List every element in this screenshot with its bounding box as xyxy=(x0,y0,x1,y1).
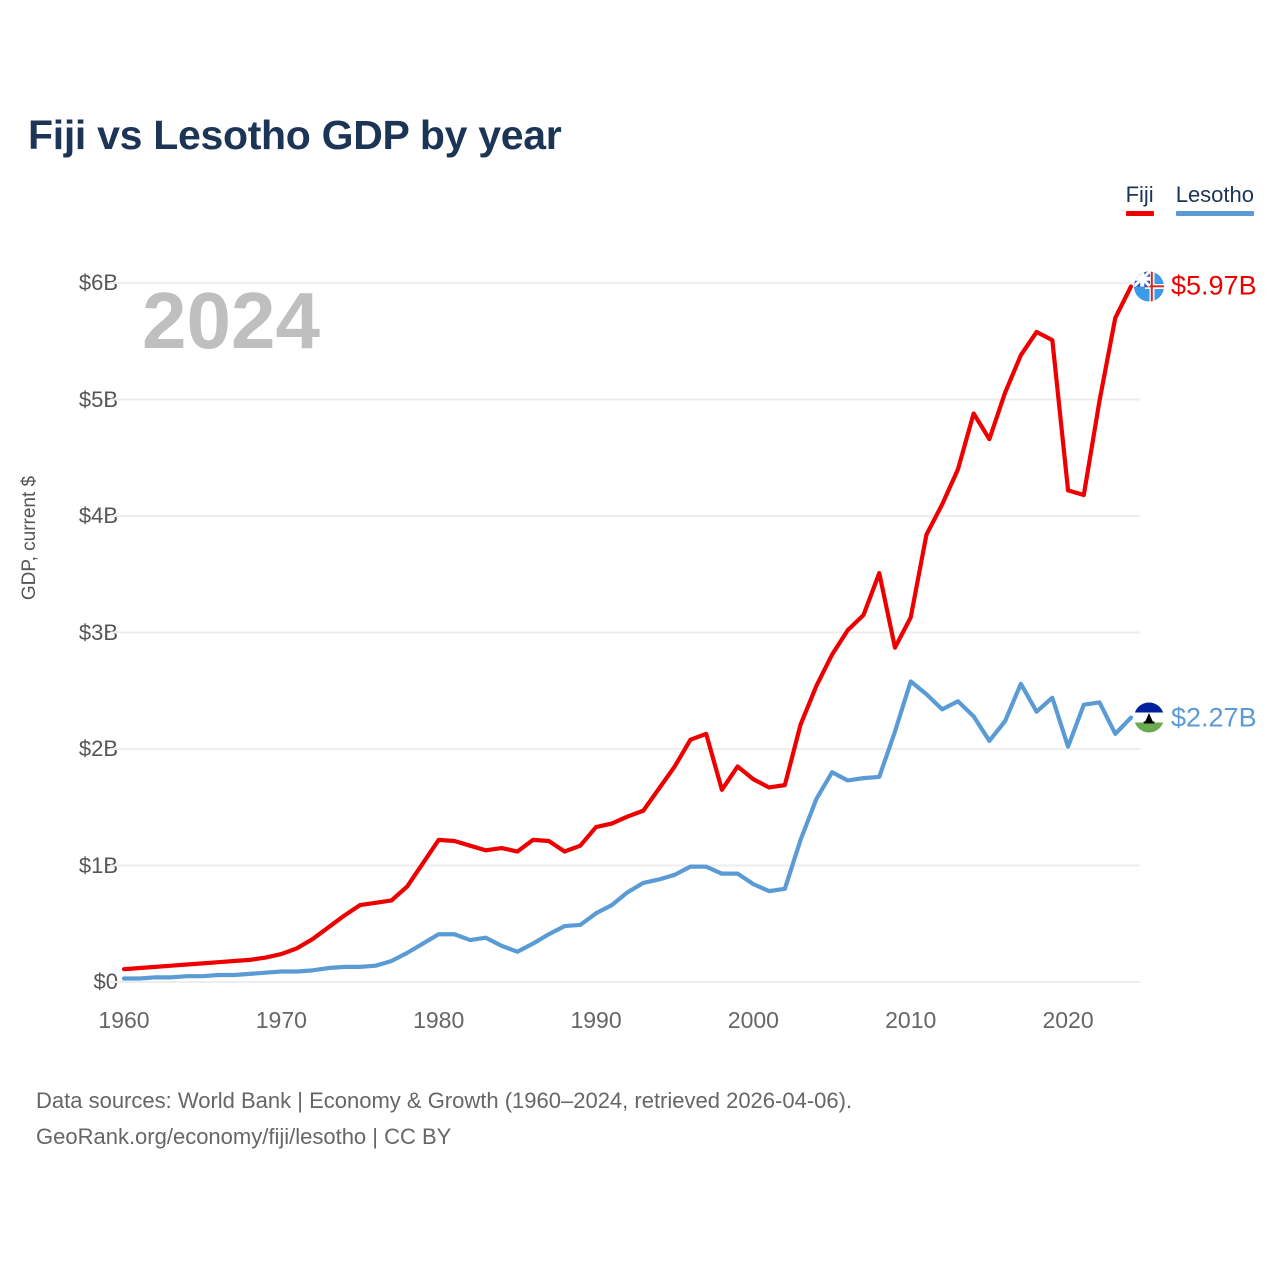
y-tick-0: $0 xyxy=(93,969,118,994)
y-tick-3B: $3B xyxy=(78,619,118,645)
y-tick-4B: $4B xyxy=(78,503,118,528)
chart-legend: Fiji Lesotho xyxy=(1125,182,1254,216)
legend-item-lesotho[interactable]: Lesotho xyxy=(1175,182,1254,216)
fiji-flag-icon xyxy=(1134,271,1164,302)
x-tick-2010: 2010 xyxy=(885,1007,937,1033)
series-line-lesotho xyxy=(121,679,1134,981)
x-tick-2000: 2000 xyxy=(727,1007,779,1033)
fiji-endpoint: $5.97B xyxy=(1134,271,1257,302)
x-tick-2020: 2020 xyxy=(1042,1007,1094,1033)
x-tick-1990: 1990 xyxy=(570,1007,622,1033)
footer-line-1: Data sources: World Bank | Economy & Gro… xyxy=(36,1088,853,1113)
lesotho-endpoint-value: $2.27B xyxy=(1171,702,1257,733)
series-line-fiji xyxy=(121,284,1134,972)
footer-attribution: Data sources: World Bank | Economy & Gro… xyxy=(36,1083,852,1155)
fiji-endpoint-value: $5.97B xyxy=(1171,270,1257,301)
x-tick-1980: 1980 xyxy=(413,1007,465,1033)
y-tick-5B: $5B xyxy=(78,386,118,412)
y-tick-1B: $1B xyxy=(78,852,118,878)
lesotho-flag-icon xyxy=(1134,702,1164,733)
legend-label-fiji: Fiji xyxy=(1125,182,1154,207)
legend-label-lesotho: Lesotho xyxy=(1175,182,1254,207)
lesotho-endpoint: $2.27B xyxy=(1134,702,1257,733)
legend-swatch-lesotho xyxy=(1175,211,1254,216)
y-tick-6B: $6B xyxy=(78,270,118,295)
x-tick-1970: 1970 xyxy=(255,1007,307,1033)
y-tick-2B: $2B xyxy=(78,736,118,761)
x-tick-1960: 1960 xyxy=(98,1007,150,1033)
year-watermark: 2024 xyxy=(142,276,320,365)
legend-item-fiji[interactable]: Fiji xyxy=(1125,182,1154,216)
footer-line-2: GeoRank.org/economy/fiji/lesotho | CC BY xyxy=(36,1124,452,1149)
page-title: Fiji vs Lesotho GDP by year xyxy=(28,112,562,158)
legend-swatch-fiji xyxy=(1125,211,1154,216)
